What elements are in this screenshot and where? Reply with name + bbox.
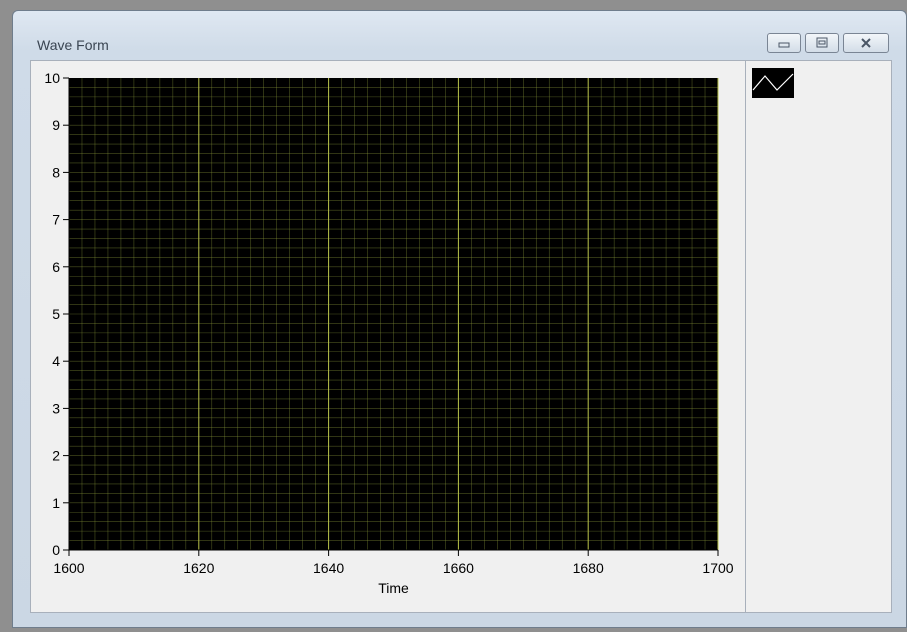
close-icon	[861, 38, 871, 48]
y-tick-label: 3	[52, 400, 60, 416]
y-tick-label: 10	[44, 70, 60, 86]
legend-panel	[746, 60, 892, 613]
y-tick-label: 9	[52, 117, 60, 133]
y-tick-label: 6	[52, 259, 60, 275]
x-tick-label: 1620	[183, 560, 214, 576]
y-tick-label: 7	[52, 212, 60, 228]
window-title: Wave Form	[37, 37, 109, 53]
y-tick-label: 0	[52, 542, 60, 558]
x-tick-label: 1700	[702, 560, 733, 576]
y-tick-label: 1	[52, 495, 60, 511]
x-tick-label: 1600	[53, 560, 84, 576]
minimize-button[interactable]	[767, 33, 801, 53]
x-tick-label: 1640	[313, 560, 344, 576]
minimize-icon	[778, 42, 790, 48]
maximize-icon	[816, 37, 828, 48]
y-tick-label: 8	[52, 164, 60, 180]
y-tick-label: 4	[52, 353, 60, 369]
y-tick-label: 5	[52, 306, 60, 322]
close-button[interactable]	[843, 33, 889, 53]
y-tick-label: 2	[52, 448, 60, 464]
maximize-button[interactable]	[805, 33, 839, 53]
x-tick-label: 1660	[443, 560, 474, 576]
line-wave-icon[interactable]	[752, 68, 794, 98]
x-axis-label: Time	[378, 580, 409, 596]
x-tick-label: 1680	[573, 560, 604, 576]
